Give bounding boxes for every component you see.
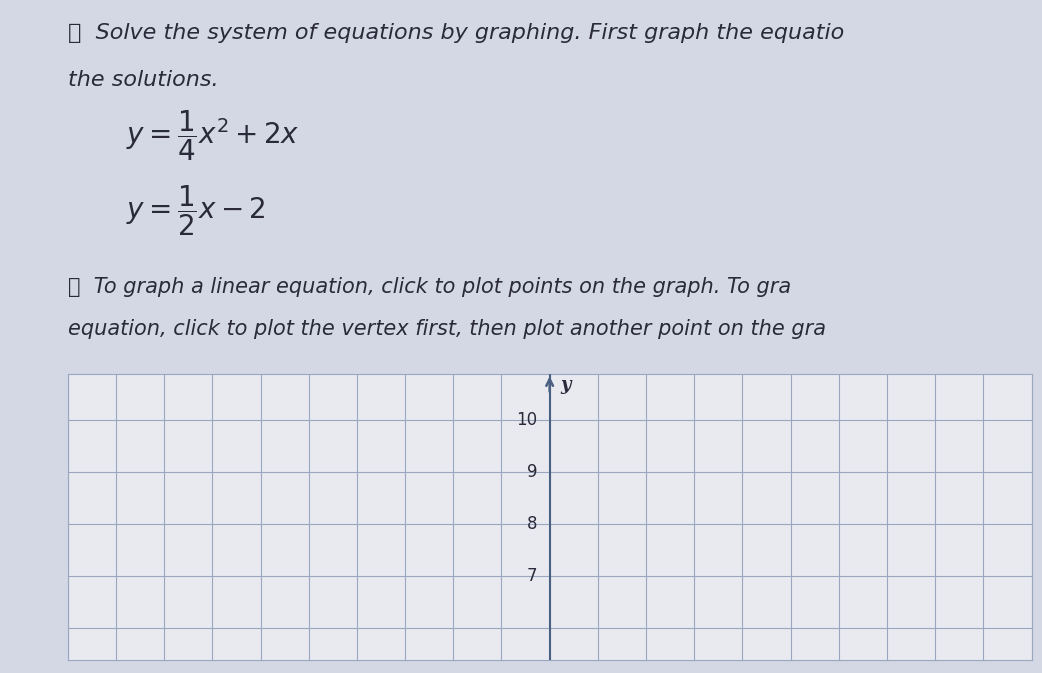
Text: 9: 9 (527, 464, 538, 481)
Text: 🔊  To graph a linear equation, click to plot points on the graph. To gra: 🔊 To graph a linear equation, click to p… (68, 277, 791, 297)
Text: 8: 8 (527, 516, 538, 534)
Text: $y = \dfrac{1}{4}x^2 + 2x$: $y = \dfrac{1}{4}x^2 + 2x$ (125, 108, 299, 163)
Text: the solutions.: the solutions. (68, 69, 219, 90)
Text: y: y (561, 376, 571, 394)
Text: 7: 7 (527, 567, 538, 586)
Text: 🔊  Solve the system of equations by graphing. First graph the equatio: 🔊 Solve the system of equations by graph… (68, 24, 844, 44)
Text: 10: 10 (517, 411, 538, 429)
Text: equation, click to plot the vertex first, then plot another point on the gra: equation, click to plot the vertex first… (68, 320, 825, 339)
Text: $y = \dfrac{1}{2}x - 2$: $y = \dfrac{1}{2}x - 2$ (125, 184, 266, 238)
